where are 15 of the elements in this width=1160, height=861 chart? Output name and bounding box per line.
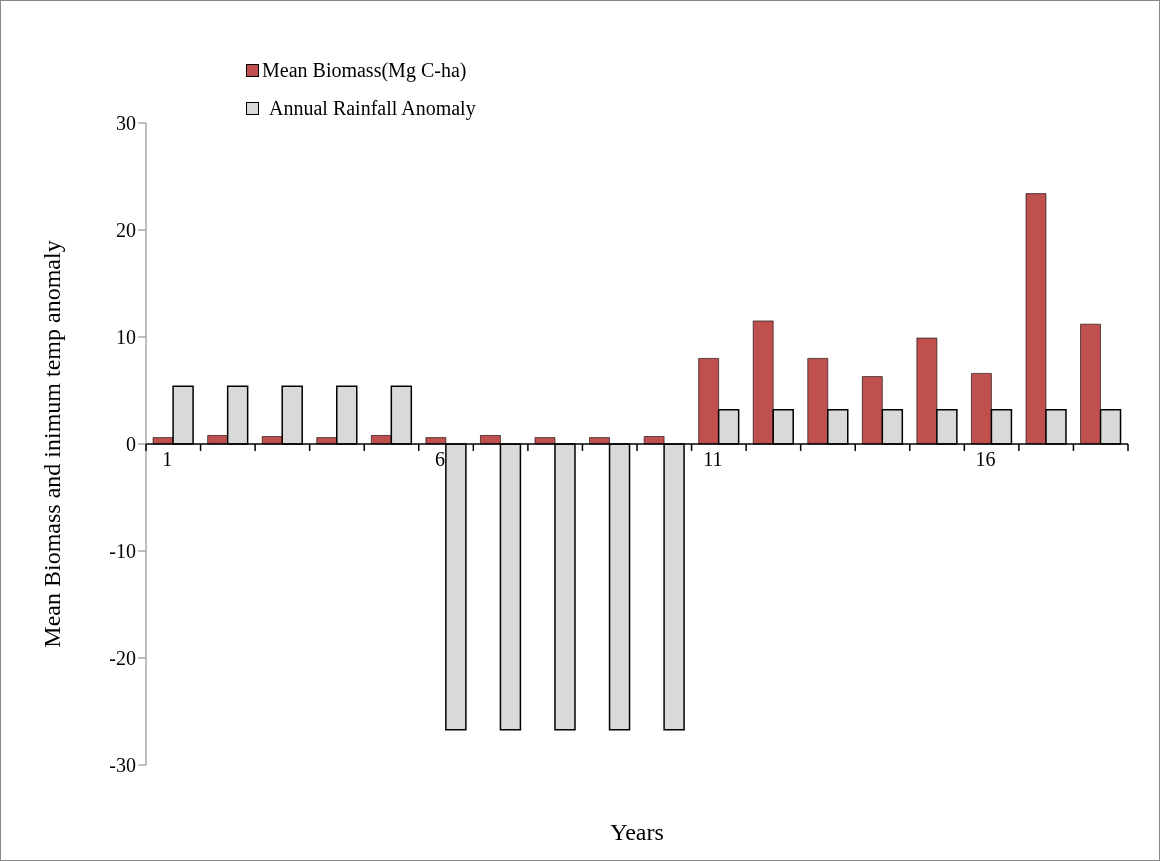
x-tick-label: 1: [162, 448, 173, 470]
y-tick-label: -30: [109, 754, 136, 777]
y-tick-label: 10: [116, 326, 136, 349]
y-tick-label: -10: [109, 540, 136, 563]
y-tick-label: 20: [116, 219, 136, 242]
y-tick-label: 30: [116, 112, 136, 135]
x-tick-label: 16: [975, 448, 996, 470]
y-tick-label: -20: [109, 647, 136, 670]
legend-label: Annual Rainfall Anomaly: [268, 95, 476, 122]
x-tick-label: 11: [703, 448, 723, 470]
legend-label: Mean Biomass(Mg C-ha): [261, 57, 468, 84]
y-tick-label: 0: [126, 433, 136, 456]
y-axis-title: Mean Biomass and inimum temp anomaly: [38, 240, 65, 648]
x-axis-title: Years: [610, 819, 664, 846]
x-tick-label: 6: [435, 448, 446, 470]
